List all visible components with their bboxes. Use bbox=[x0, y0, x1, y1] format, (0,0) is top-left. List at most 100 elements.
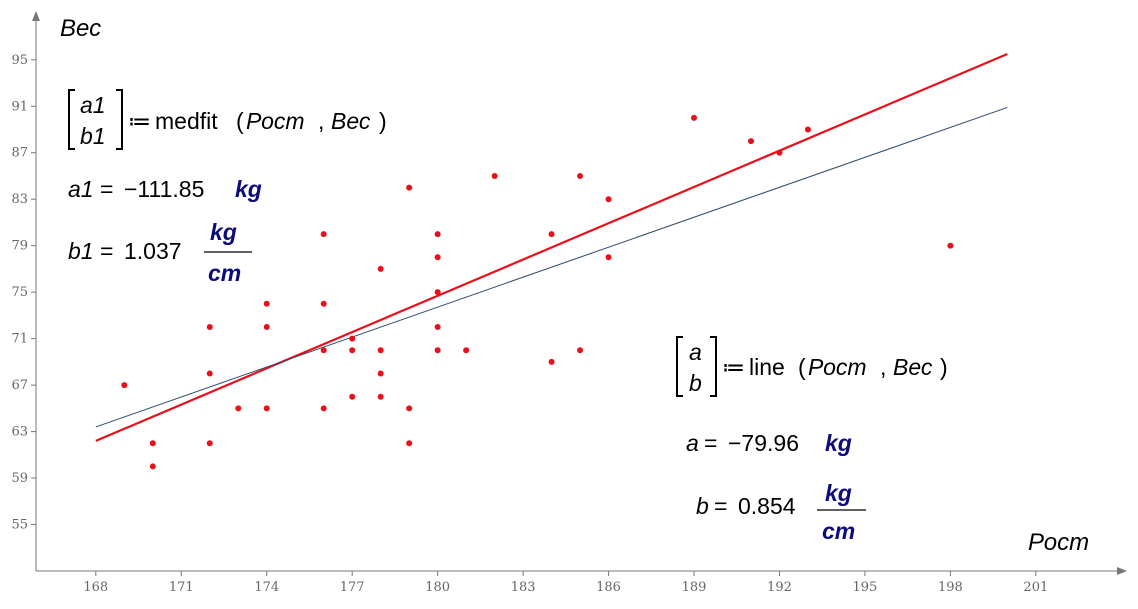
data-point bbox=[605, 254, 612, 261]
x-tick-label: 195 bbox=[853, 580, 878, 595]
equals-sign: = bbox=[100, 176, 113, 202]
equals-sign: = bbox=[714, 493, 727, 519]
vector-bracket-left bbox=[676, 336, 683, 397]
data-point bbox=[406, 184, 413, 191]
data-point bbox=[434, 347, 441, 354]
vector-entry: b bbox=[689, 370, 702, 396]
data-point bbox=[691, 114, 698, 121]
vector-bracket-right bbox=[116, 89, 123, 150]
unit-numerator: kg bbox=[210, 219, 237, 245]
data-point bbox=[320, 405, 327, 412]
data-point bbox=[406, 440, 413, 447]
result-name: a1 bbox=[68, 176, 94, 202]
unit-denominator: cm bbox=[208, 260, 241, 286]
arg-separator: , bbox=[880, 354, 886, 380]
assign-symbol: ≔ bbox=[128, 108, 151, 134]
data-point bbox=[434, 324, 441, 331]
data-point bbox=[349, 347, 356, 354]
x-ticks: 168 171 174 177 180 183 186 189 192 195 198 201 bbox=[83, 571, 1048, 595]
data-point bbox=[434, 254, 441, 261]
data-point bbox=[149, 463, 156, 470]
data-point bbox=[349, 335, 356, 342]
data-point bbox=[377, 265, 384, 272]
result-value: −111.85 bbox=[124, 176, 204, 202]
arg-separator: , bbox=[318, 108, 324, 134]
y-axis-label: Вес bbox=[60, 15, 101, 42]
function-arg: Рост bbox=[808, 354, 867, 380]
paren-open: ( bbox=[236, 108, 244, 134]
paren-close: ) bbox=[379, 108, 387, 134]
data-point bbox=[121, 382, 128, 389]
data-point bbox=[577, 347, 584, 354]
result-value: −79.96 bbox=[728, 430, 799, 456]
data-point bbox=[406, 405, 413, 412]
x-axis-label: Рост bbox=[1028, 529, 1089, 556]
data-point bbox=[149, 440, 156, 447]
line-annotation: a b ≔ line ( Рост , Вес ) a = −79.96 kg … bbox=[676, 336, 948, 544]
x-tick-label: 174 bbox=[254, 580, 279, 595]
function-arg: Рост bbox=[246, 108, 305, 134]
result-name: b bbox=[696, 493, 709, 519]
data-point bbox=[206, 440, 213, 447]
function-arg: Вес bbox=[893, 354, 933, 380]
x-tick-label: 171 bbox=[169, 580, 194, 595]
function-arg: Вес bbox=[331, 108, 371, 134]
result-value: 1.037 bbox=[124, 238, 182, 264]
vector-bracket-left bbox=[68, 89, 75, 150]
data-point bbox=[349, 393, 356, 400]
data-point bbox=[577, 172, 584, 179]
medfit-line bbox=[95, 52, 1008, 442]
data-point bbox=[548, 231, 555, 238]
data-point bbox=[206, 324, 213, 331]
result-name: b1 bbox=[68, 238, 94, 264]
y-tick-label: 67 bbox=[11, 378, 28, 393]
vector-entry: a bbox=[689, 339, 702, 365]
data-point bbox=[320, 347, 327, 354]
result-unit: kg bbox=[235, 176, 262, 202]
y-tick-label: 59 bbox=[11, 471, 28, 486]
x-tick-label: 183 bbox=[511, 580, 536, 595]
x-tick-label: 198 bbox=[938, 580, 963, 595]
y-tick-label: 91 bbox=[11, 99, 28, 114]
data-point bbox=[605, 196, 612, 203]
data-point bbox=[263, 300, 270, 307]
data-point bbox=[434, 231, 441, 238]
y-tick-label: 55 bbox=[11, 518, 28, 533]
function-name: line bbox=[749, 354, 785, 380]
x-tick-label: 201 bbox=[1023, 580, 1048, 595]
paren-open: ( bbox=[798, 354, 806, 380]
data-point bbox=[377, 370, 384, 377]
data-point bbox=[947, 242, 954, 249]
data-point bbox=[548, 358, 555, 365]
data-point bbox=[263, 405, 270, 412]
data-point bbox=[776, 149, 783, 156]
x-tick-label: 180 bbox=[425, 580, 450, 595]
function-name: medfit bbox=[155, 108, 218, 134]
fit-lines bbox=[95, 52, 1008, 442]
x-tick-label: 189 bbox=[682, 580, 707, 595]
data-point bbox=[377, 347, 384, 354]
vector-entry: a1 bbox=[80, 92, 106, 118]
x-tick-label: 192 bbox=[767, 580, 792, 595]
data-point bbox=[491, 172, 498, 179]
result-name: a bbox=[686, 430, 699, 456]
data-point bbox=[747, 138, 754, 145]
data-point bbox=[377, 393, 384, 400]
x-tick-label: 177 bbox=[340, 580, 365, 595]
y-tick-label: 79 bbox=[11, 239, 28, 254]
result-unit: kg bbox=[825, 430, 852, 456]
equals-sign: = bbox=[704, 430, 717, 456]
vector-bracket-right bbox=[710, 336, 717, 397]
data-points bbox=[121, 114, 954, 470]
axes bbox=[32, 11, 1127, 575]
x-axis-arrow bbox=[1117, 567, 1127, 575]
data-point bbox=[206, 370, 213, 377]
y-tick-label: 83 bbox=[11, 192, 28, 207]
equals-sign: = bbox=[100, 238, 113, 264]
data-point bbox=[263, 324, 270, 331]
vector-entry: b1 bbox=[80, 123, 106, 149]
regression-line bbox=[95, 106, 1008, 428]
assign-symbol: ≔ bbox=[722, 354, 745, 380]
y-tick-label: 75 bbox=[11, 285, 28, 300]
y-axis-arrow bbox=[32, 11, 40, 21]
